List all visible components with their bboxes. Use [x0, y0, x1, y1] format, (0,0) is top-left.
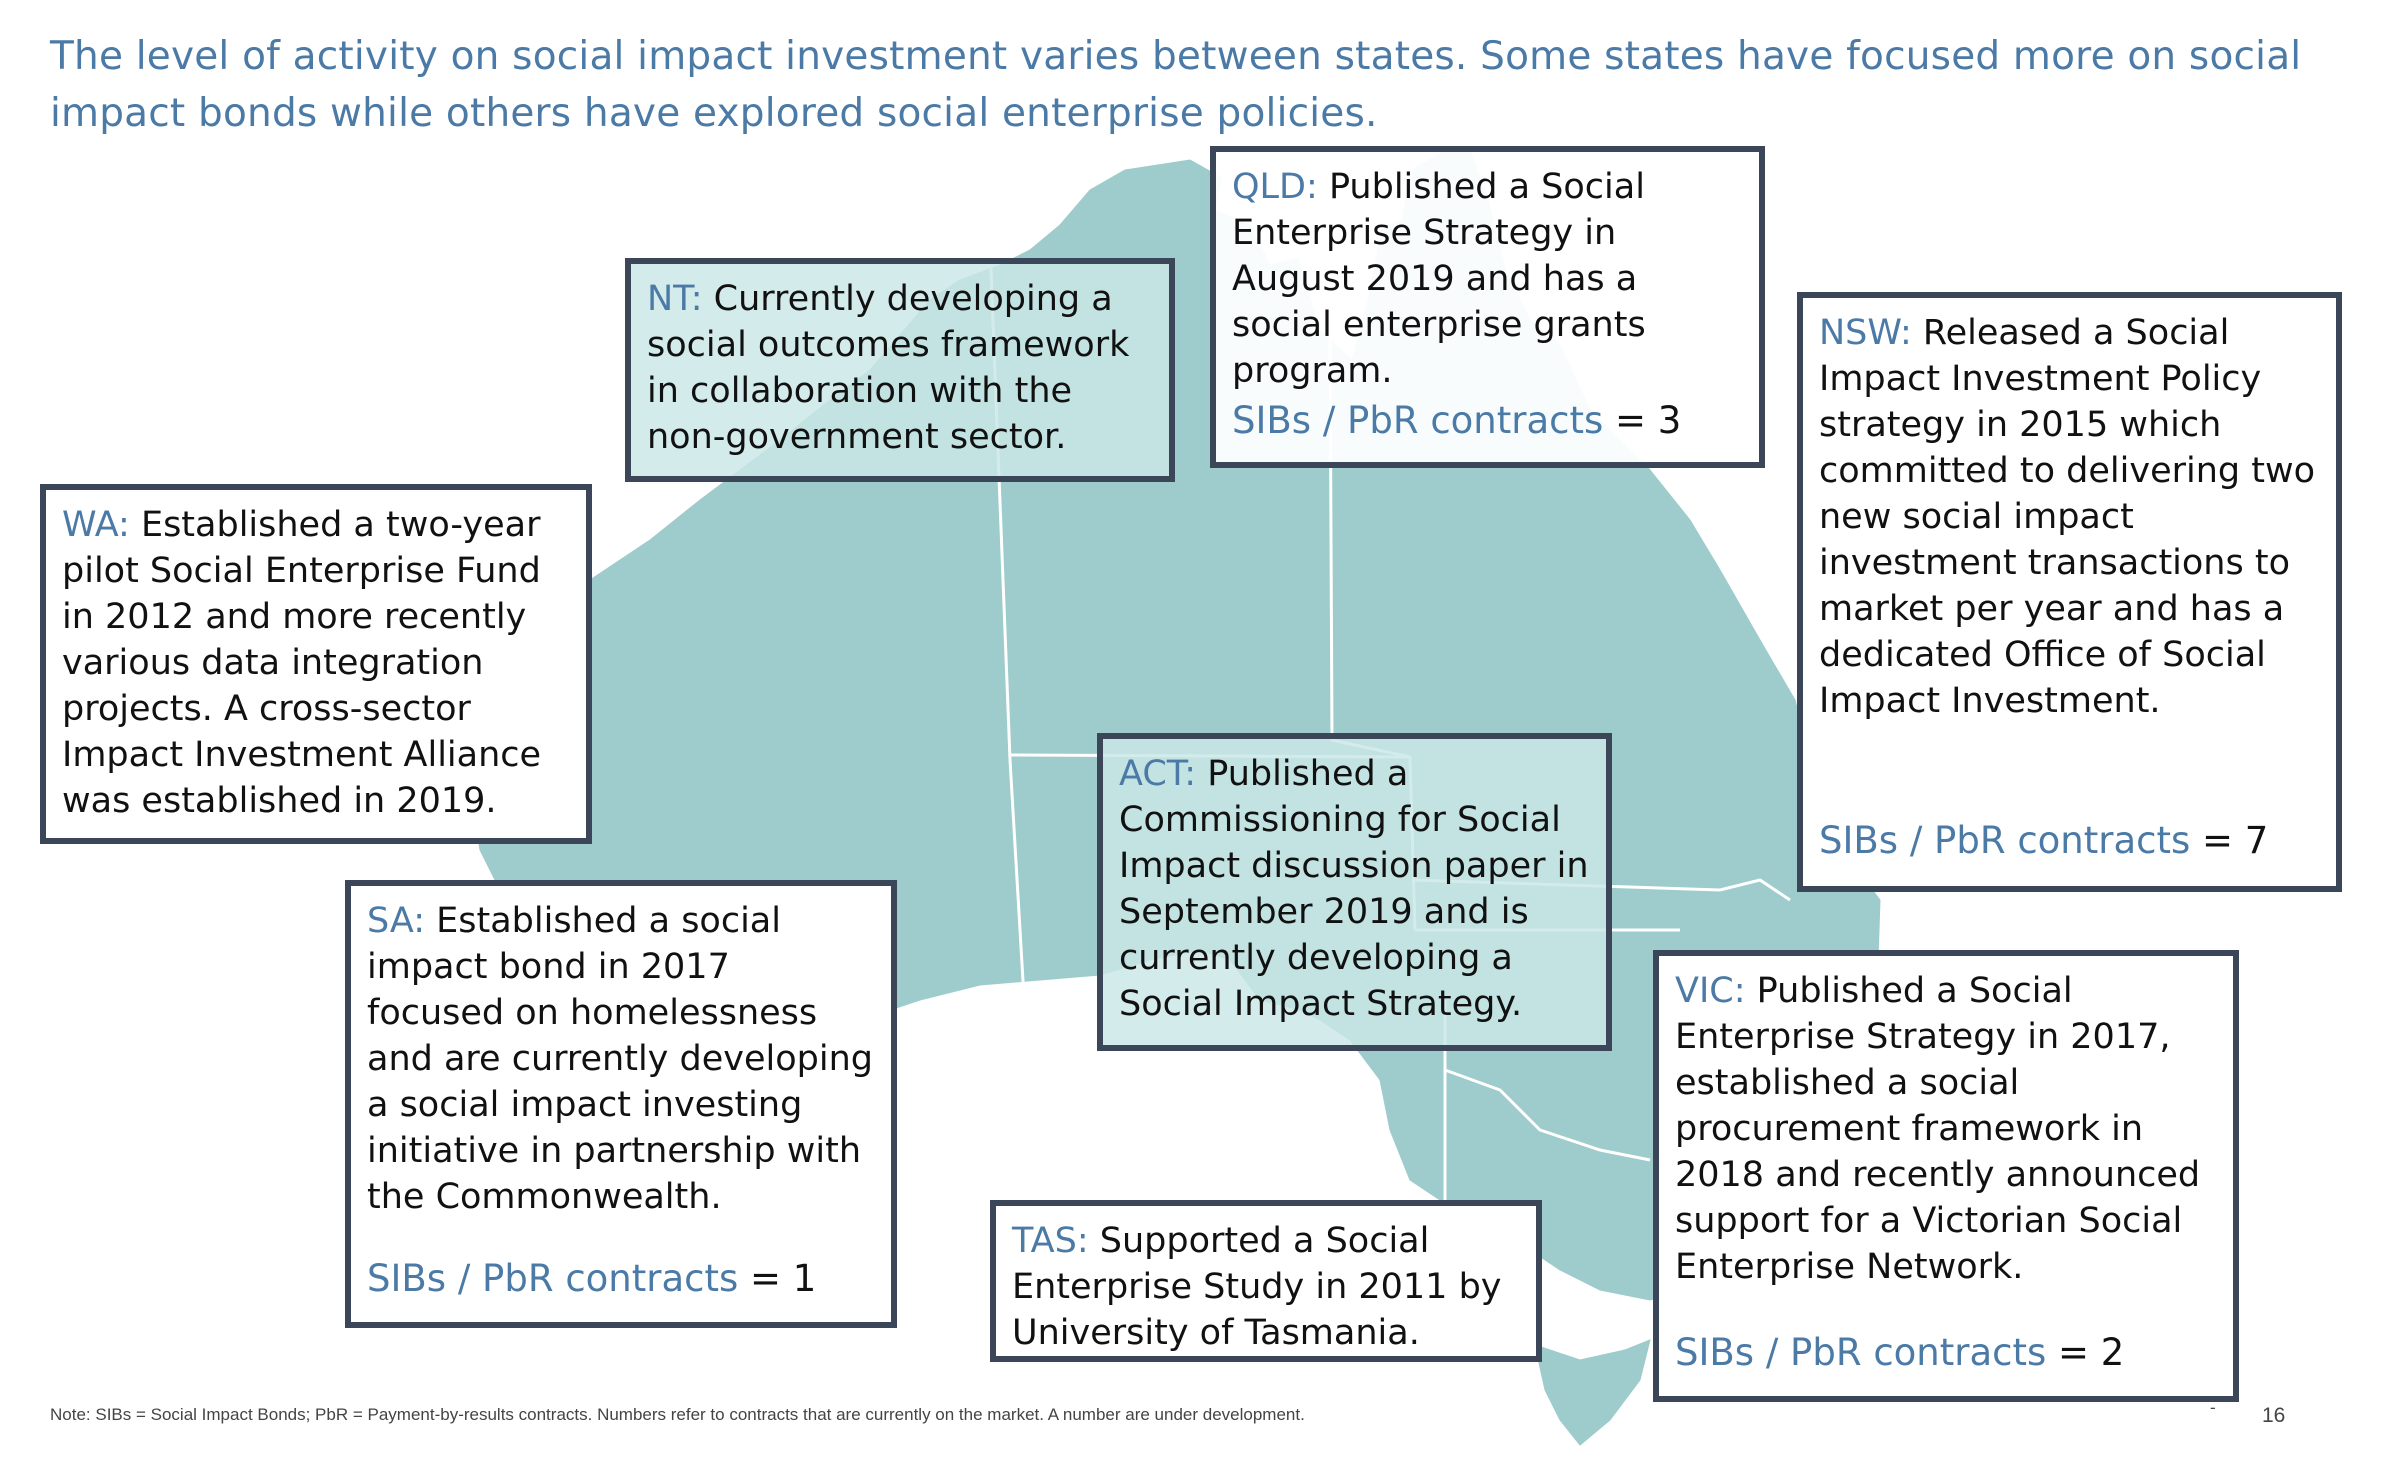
- vic-description: Published a Social Enterprise Strategy i…: [1675, 971, 2201, 1287]
- nsw-count-value: = 7: [2202, 819, 2269, 862]
- tas-state-label: TAS:: [1012, 1221, 1089, 1261]
- nt-description: Currently developing a social outcomes f…: [647, 279, 1130, 457]
- nt-state-label: NT:: [647, 279, 703, 319]
- qld-description: Published a Social Enterprise Strategy i…: [1232, 167, 1646, 391]
- sa-description: Established a social impact bond in 2017…: [367, 901, 873, 1217]
- sa-count-value: = 1: [750, 1257, 817, 1300]
- vic-count-label: SIBs / PbR contracts: [1675, 1331, 2047, 1374]
- wa-description: Established a two-year pilot Social Ente…: [62, 505, 542, 821]
- act-state-label: ACT:: [1119, 754, 1197, 794]
- footnote: Note: SIBs = Social Impact Bonds; PbR = …: [50, 1405, 1305, 1424]
- sa-state-label: SA:: [367, 901, 425, 941]
- nsw-callout: NSW: Released a Social Impact Investment…: [1797, 292, 2342, 892]
- sa-count-label: SIBs / PbR contracts: [367, 1257, 739, 1300]
- page-number: 16: [2262, 1404, 2286, 1427]
- sa-contract-count: SIBs / PbR contracts = 1: [367, 1256, 816, 1302]
- qld-count-label: SIBs / PbR contracts: [1232, 399, 1604, 442]
- vic-callout: VIC: Published a Social Enterprise Strat…: [1653, 950, 2239, 1402]
- tas-callout: TAS: Supported a Social Enterprise Study…: [990, 1200, 1542, 1362]
- qld-contract-count: SIBs / PbR contracts = 3: [1232, 398, 1681, 444]
- nsw-description: Released a Social Impact Investment Poli…: [1819, 313, 2315, 721]
- wa-callout: WA: Established a two-year pilot Social …: [40, 484, 592, 844]
- page-headline: The level of activity on social impact i…: [50, 34, 2302, 136]
- qld-callout: QLD: Published a Social Enterprise Strat…: [1210, 146, 1765, 468]
- nsw-count-label: SIBs / PbR contracts: [1819, 819, 2191, 862]
- qld-count-value: = 3: [1615, 399, 1682, 442]
- sa-callout: SA: Established a social impact bond in …: [345, 880, 897, 1328]
- qld-state-label: QLD:: [1232, 167, 1318, 207]
- act-description: Published a Commissioning for Social Imp…: [1119, 754, 1589, 1024]
- nsw-contract-count: SIBs / PbR contracts = 7: [1819, 818, 2268, 864]
- vic-count-value: = 2: [2058, 1331, 2125, 1374]
- nt-callout: NT: Currently developing a social outcom…: [625, 258, 1175, 482]
- vic-state-label: VIC:: [1675, 971, 1746, 1011]
- footer-dash: -: [2210, 1398, 2216, 1417]
- vic-contract-count: SIBs / PbR contracts = 2: [1675, 1330, 2124, 1376]
- act-callout: ACT: Published a Commissioning for Socia…: [1097, 733, 1612, 1051]
- tas-description: Supported a Social Enterprise Study in 2…: [1012, 1221, 1502, 1353]
- nsw-state-label: NSW:: [1819, 313, 1912, 353]
- wa-state-label: WA:: [62, 505, 130, 545]
